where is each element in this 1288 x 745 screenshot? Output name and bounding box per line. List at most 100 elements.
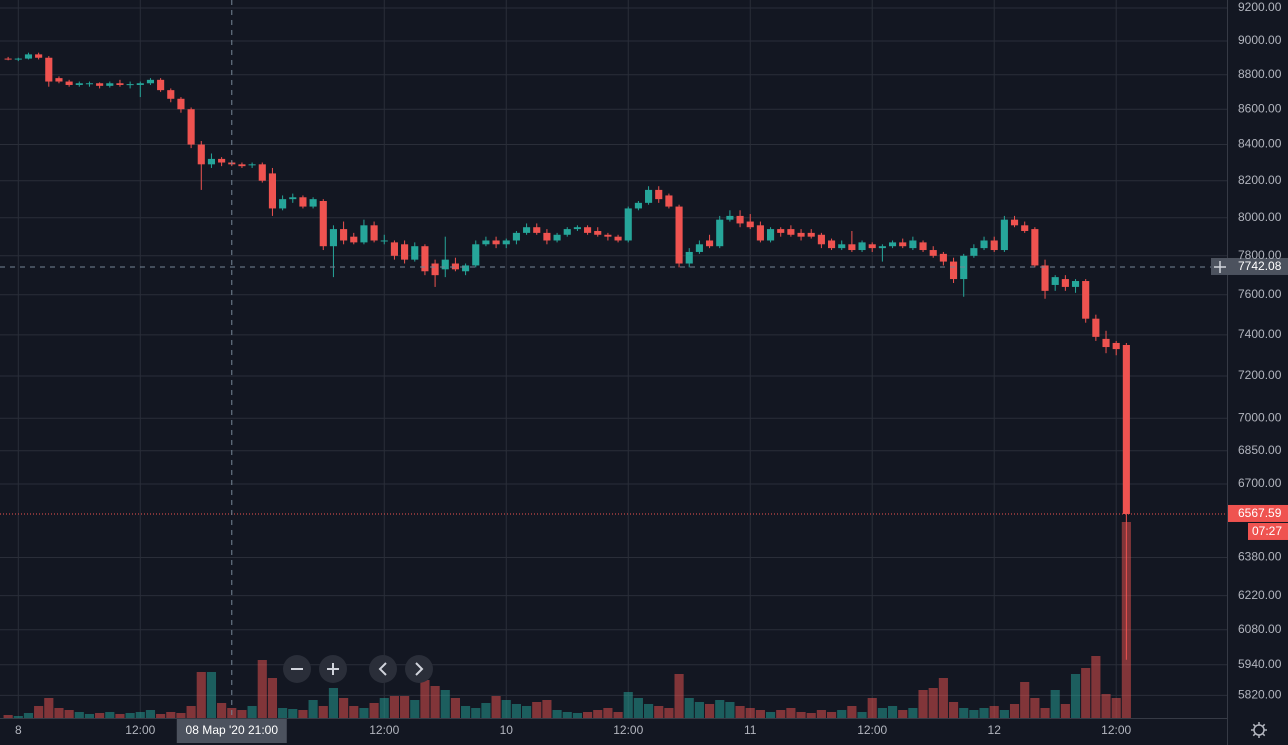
volume-bar [694,702,704,718]
candle-body [106,83,114,86]
volume-bar [44,698,54,718]
candle-body [1021,225,1029,231]
volume-bar [522,706,532,718]
volume-bar [1040,708,1050,718]
volume-bar [257,660,267,718]
volume-bar [583,712,593,718]
volume-bar [796,712,806,718]
crosshair-add-icon [1214,260,1226,273]
candle-body [533,227,541,233]
candle-body [65,81,73,85]
icon [1251,722,1267,738]
candle-body [848,244,856,251]
candle-body [1051,277,1059,285]
candle-body [309,199,317,207]
y-tick-label: 7000.00 [1238,410,1282,424]
volume-bar [461,706,471,718]
volume-bar [674,674,684,718]
candle-body [584,227,592,233]
volume-bar [359,708,369,718]
candle-body [624,208,632,241]
candle-body [482,240,490,245]
volume-bar [420,680,430,718]
zoom-out-button[interactable] [283,655,311,683]
volume-bar [440,690,450,718]
volume-bar [552,710,562,718]
x-tick-label: 12:00 [613,723,643,737]
candle-body [665,195,673,207]
candle-body [787,229,795,235]
candle-body [1102,338,1110,348]
volume-bar [206,672,217,718]
volume-bar [877,708,887,718]
volume-bar [603,708,613,718]
candle-body [909,240,917,249]
volume-bar [867,698,877,718]
y-tick-label: 5940.00 [1238,657,1282,671]
volume-bar [826,712,837,718]
button-bg [405,655,433,683]
volume-bar [379,698,389,718]
y-tick-label: 6700.00 [1238,476,1282,490]
volume-bar [349,706,359,718]
candle-body [502,240,510,245]
settings-button[interactable] [1251,722,1267,738]
volume-bar [481,703,491,718]
volume-bar [887,706,898,718]
zoom-in-button[interactable] [319,655,347,683]
volume-bar [217,703,227,718]
volume-bar [735,706,745,718]
candle-body [390,242,398,256]
candle-body [512,232,520,241]
volume-bar [623,692,633,718]
volume-bar [196,672,206,718]
candle-body [858,242,866,251]
candle-body [136,83,144,85]
volume-bar [166,712,176,718]
candle-body [96,83,104,86]
candle-body [949,261,958,280]
candle-body [289,197,297,200]
candle-body [919,242,927,251]
candle-body [543,232,551,241]
volume-bar [105,712,115,718]
volume-bar [145,710,156,718]
volume-bar [237,710,247,718]
volume-bar [328,688,339,718]
volume-bar [3,715,13,718]
volume-bar [95,713,105,718]
icon [327,663,339,675]
volume-bar [725,702,735,718]
scroll-right-button[interactable] [405,655,433,683]
volume-bar [369,703,379,718]
volume-bar [999,710,1009,718]
candle-body [187,109,195,145]
candle-body [614,236,622,241]
button-bg [369,655,397,683]
volume-bar [572,713,582,718]
volume-bar [959,708,969,718]
candle-body [441,259,449,270]
candle-body [634,202,642,209]
volume-bar [898,710,908,718]
scroll-left-button[interactable] [369,655,397,683]
candle-body [492,240,500,245]
volume-bar [755,710,765,718]
volume-bar [806,713,816,718]
volume-bar [298,710,308,718]
volume-bar [745,708,755,718]
candle-body [329,229,337,247]
candle-body [319,200,327,247]
candle-body [350,236,358,243]
volume-bar [115,714,125,718]
volume-bar [989,706,999,718]
volume-bar [288,709,298,718]
volume-bar [389,696,400,718]
volume-bar [1070,674,1081,718]
icon [415,662,424,676]
volume-bar [765,712,776,718]
candle-body [85,83,94,85]
volume-bar [501,700,511,718]
y-tick-label: 7400.00 [1238,327,1282,341]
